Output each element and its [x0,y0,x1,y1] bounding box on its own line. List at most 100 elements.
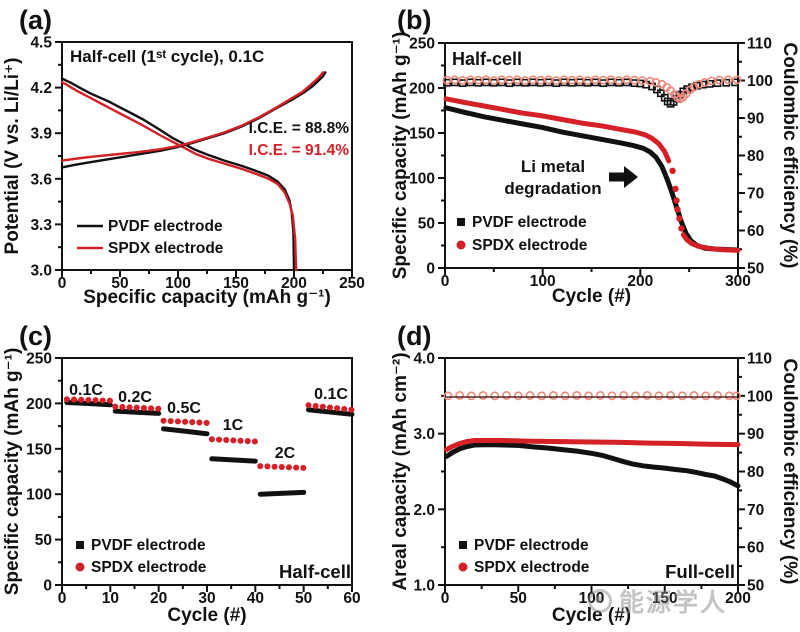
watermark-logo-icon [588,589,612,613]
series-d-spdx-coulombic-efficiency-point [631,391,640,401]
legend-c-spdx-electrode-swatch [75,562,85,572]
series-b-spdx-coulombic-efficiency-point [694,79,704,89]
legend-a-pvdf-electrode-label: PVDF electrode [108,218,223,235]
y2-tick-label: 90 [747,426,764,443]
y-tick-label: 150 [26,441,52,458]
x-axis-title-b: Cycle (#) [552,286,631,307]
y-axis-title-c: Specific capacity (mAh g⁻¹) [2,348,23,596]
series-d-spdx-coulombic-efficiency-point [701,391,711,401]
series-c-spdx-rate-capability [63,396,114,404]
series-b-spdx-coulombic-efficiency-point [723,75,733,85]
y2-tick-label: 80 [747,464,764,481]
y-tick-label: 3.9 [30,126,52,143]
series-d-spdx-coulombic-efficiency-point [666,391,676,400]
x-axis-title-c: Cycle (#) [167,605,246,626]
y-tick-label: 3.3 [30,217,52,234]
y-tick-label: 0 [43,578,52,595]
y2-tick-label: 100 [747,73,773,90]
series-c-pvdf-rate-capability [112,408,162,416]
y2-tick-label: 70 [747,502,764,519]
y2-tick-label: 60 [747,540,764,557]
series-b-spdx-coulombic-efficiency-point [732,75,742,85]
series-b-spdx-capacity-fall-dots-point [674,206,681,213]
y-tick-label: 100 [409,171,435,188]
panel-a-title: Half-cell (1ˢᵗ cycle), 0.1C [70,47,264,66]
y-axis-title-b: Specific capacity (mAh g⁻¹) [390,32,411,280]
legend-b-spdx-electrode-swatch [456,240,466,250]
y-axis-title-a: Potential (V vs. Li/Li⁺) [2,58,23,255]
x-tick-label: 150 [652,590,678,607]
series-d-spdx-coulombic-efficiency-point [490,391,500,401]
x-tick-label: 50 [295,590,312,607]
legend-a-spdx-electrode-label: SPDX electrode [108,240,224,257]
li-metal-degradation-arrow-icon [609,166,638,188]
series-d-spdx-coulombic-efficiency-point [654,391,664,401]
series-d-spdx-coulombic-efficiency-point [732,391,741,401]
series-c-pvdf-rate-capability [257,489,307,497]
y-tick-label: 3.6 [30,171,52,188]
legend-d-spdx-electrode-label: SPDX electrode [474,559,590,576]
y-tick-label: 50 [418,216,435,233]
series-d-spdx-coulombic-efficiency-point [595,391,605,400]
rate-label-1c: 1C [223,417,244,434]
y-tick-label: 0 [426,261,435,278]
series-a-pvdf-discharge [60,77,296,272]
series-b-spdx-capacity [443,96,672,164]
legend-c-pvdf-electrode-label: PVDF electrode [91,537,206,554]
series-d-spdx-coulombic-efficiency-point [525,391,535,400]
legend-c-spdx-electrode-label: SPDX electrode [91,559,207,576]
x-axis-title-d: Cycle (#) [552,605,631,626]
series-d-spdx-coulombic-efficiency-point [478,391,488,400]
series-d-spdx-coulombic-efficiency-point [466,391,476,401]
x-tick-label: 30 [198,590,215,607]
series-b-spdx-capacity-fall-dots-point [678,225,685,232]
series-b-spdx-capacity-fall-dots-point [676,215,683,222]
series-d-spdx-coulombic-efficiency-point [513,391,523,401]
panel-d-cell-type: Full-cell [665,561,735,582]
series-d-spdx-coulombic-efficiency-point [619,391,629,400]
series-c-pvdf-rate-capability [161,426,210,437]
series-d-spdx-coulombic-efficiency-point [572,391,582,400]
series-d-spdx-coulombic-efficiency-point [713,391,722,400]
y-tick-label: 200 [409,81,435,98]
legend-b-pvdf-electrode-label: PVDF electrode [472,214,587,231]
y-tick-label: 150 [409,126,435,143]
series-c-spdx-rate-capability [305,402,355,413]
y2-tick-label: 50 [747,261,764,278]
y-tick-label: 50 [35,532,52,549]
series-d-pvdf-areal-capacity [444,442,741,489]
y2-tick-label: 110 [747,351,772,368]
y2-axis-title-b: Coulombic efficiency (%) [779,43,800,269]
panel-c-label: (c) [19,321,52,351]
y2-tick-label: 80 [747,148,764,165]
series-b-spdx-coulombic-efficiency-point [651,77,661,87]
series-d-spdx-coulombic-efficiency-point [677,391,687,401]
y2-tick-label: 60 [747,223,764,240]
series-c-spdx-rate-capability [160,417,210,426]
series-d-spdx-coulombic-efficiency-point [560,391,570,401]
series-b-pvdf-coulombic-efficiency-point [731,78,739,87]
series-d-spdx-coulombic-efficiency-point [549,391,558,400]
y-axis-title-d: Areal capacity (mAh cm⁻²) [390,352,411,590]
y-tick-label: 100 [26,487,52,504]
series-d-spdx-areal-capacity [444,438,741,453]
legend-d-spdx-electrode-swatch [458,562,468,572]
series-b-spdx-capacity-tail [680,232,741,253]
x-tick-label: 50 [510,590,527,607]
legend-c-pvdf-electrode-swatch [76,541,84,549]
watermark: 能源学人 [588,583,727,619]
x-tick-label: 0 [58,275,67,292]
y-tick-label: 1.0 [413,578,435,595]
series-d-spdx-coulombic-efficiency-point [443,391,453,401]
series-d-spdx-coulombic-efficiency-point [689,391,699,400]
x-tick-label: 60 [343,590,360,607]
series-c-pvdf-rate-capability [306,407,355,417]
x-tick-label: 200 [281,275,307,292]
x-tick-label: 150 [223,275,249,292]
rate-label-0-1c: 0.1C [69,382,103,399]
panel-b-title: Half-cell [452,49,522,69]
series-b-spdx-coulombic-efficiency-point [645,76,655,86]
series-c-spdx-rate-capability [208,436,259,445]
